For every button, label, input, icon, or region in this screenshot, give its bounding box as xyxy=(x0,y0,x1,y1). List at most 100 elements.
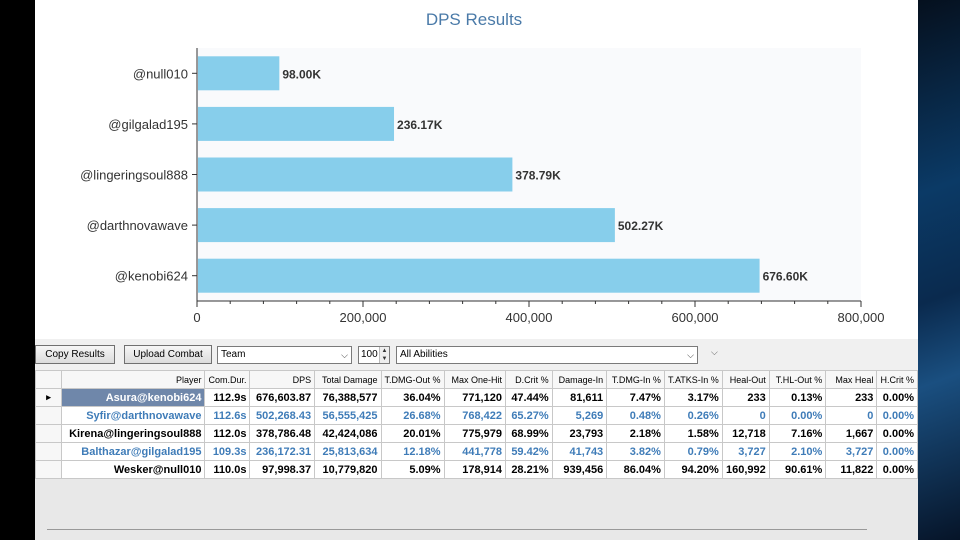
column-header[interactable]: Damage-In xyxy=(551,370,608,389)
table-cell[interactable]: 42,424,086 xyxy=(314,424,382,443)
column-header[interactable]: T.HL-Out % xyxy=(768,370,827,389)
column-header[interactable]: Max Heal xyxy=(825,370,878,389)
table-cell[interactable]: 2.10% xyxy=(768,442,827,461)
table-cell[interactable]: 0.79% xyxy=(663,442,723,461)
table-cell[interactable]: 68.99% xyxy=(504,424,553,443)
table-cell[interactable]: 7.16% xyxy=(768,424,827,443)
table-cell[interactable]: 10,779,820 xyxy=(314,460,382,479)
player-cell[interactable]: Syfir@darthnovawave xyxy=(61,406,206,425)
table-cell[interactable]: 3.17% xyxy=(663,388,723,407)
table-cell[interactable]: 0 xyxy=(825,406,878,425)
table-cell[interactable]: 23,793 xyxy=(551,424,608,443)
table-cell[interactable]: 65.27% xyxy=(504,406,553,425)
column-header[interactable]: T.ATKS-In % xyxy=(663,370,723,389)
table-cell[interactable]: 112.6s xyxy=(204,406,251,425)
table-cell[interactable]: 109.3s xyxy=(204,442,251,461)
table-cell[interactable]: 1.58% xyxy=(663,424,723,443)
table-cell[interactable]: 28.21% xyxy=(504,460,553,479)
column-header[interactable]: DPS xyxy=(249,370,316,389)
table-cell[interactable]: 0.00% xyxy=(876,406,918,425)
column-header[interactable]: D.Crit % xyxy=(504,370,553,389)
column-header[interactable]: T.DMG-In % xyxy=(606,370,665,389)
table-row[interactable]: Wesker@null010 110.0s 97,998.37 10,779,820 5… xyxy=(34,460,918,479)
table-cell[interactable]: 236,172.31 xyxy=(249,442,316,461)
table-cell[interactable]: 5.09% xyxy=(380,460,445,479)
table-cell[interactable]: 56,555,425 xyxy=(314,406,382,425)
player-cell[interactable]: Asura@kenobi624 xyxy=(61,388,206,407)
table-cell[interactable]: 768,422 xyxy=(443,406,506,425)
player-cell[interactable]: Balthazar@gilgalad195 xyxy=(61,442,206,461)
player-cell[interactable]: Wesker@null010 xyxy=(61,460,206,479)
row-header[interactable] xyxy=(34,406,63,425)
column-header[interactable]: H.Crit % xyxy=(876,370,918,389)
column-header[interactable]: Heal-Out xyxy=(721,370,770,389)
table-cell[interactable]: 12.18% xyxy=(380,442,445,461)
table-cell[interactable]: 0 xyxy=(721,406,770,425)
column-header[interactable]: Max One-Hit xyxy=(443,370,506,389)
table-cell[interactable]: 12,718 xyxy=(721,424,770,443)
table-row[interactable]: ▸ Asura@kenobi624 112.9s 676,603.87 76,388,5… xyxy=(34,388,918,407)
filter-dropdown[interactable]: Team ⌵ xyxy=(217,346,352,364)
column-header[interactable]: Total Damage xyxy=(314,370,382,389)
table-cell[interactable]: 3,727 xyxy=(721,442,770,461)
table-cell[interactable]: 47.44% xyxy=(504,388,553,407)
table-cell[interactable]: 1,667 xyxy=(825,424,878,443)
table-cell[interactable]: 0.48% xyxy=(606,406,665,425)
count-stepper[interactable]: 100 ▲ ▼ xyxy=(358,346,390,364)
table-cell[interactable]: 775,979 xyxy=(443,424,506,443)
table-cell[interactable]: 41,743 xyxy=(551,442,608,461)
table-cell[interactable]: 0.26% xyxy=(663,406,723,425)
table-cell[interactable]: 441,778 xyxy=(443,442,506,461)
table-cell[interactable]: 233 xyxy=(721,388,770,407)
table-cell[interactable]: 20.01% xyxy=(380,424,445,443)
table-cell[interactable]: 0.00% xyxy=(768,406,827,425)
table-cell[interactable]: 86.04% xyxy=(606,460,665,479)
row-header[interactable] xyxy=(34,424,63,443)
table-cell[interactable]: 0.00% xyxy=(876,424,918,443)
table-cell[interactable]: 160,992 xyxy=(721,460,770,479)
column-header[interactable]: Player xyxy=(61,370,206,389)
table-cell[interactable]: 0.00% xyxy=(876,442,918,461)
row-header[interactable] xyxy=(34,460,63,479)
table-cell[interactable]: 7.47% xyxy=(606,388,665,407)
table-row[interactable]: Kirena@lingeringsoul888 112.0s 378,786.48 4… xyxy=(34,424,918,443)
table-cell[interactable]: 81,611 xyxy=(551,388,608,407)
table-cell[interactable]: 2.18% xyxy=(606,424,665,443)
table-cell[interactable]: 59.42% xyxy=(504,442,553,461)
table-row[interactable]: Balthazar@gilgalad195 109.3s 236,172.31 25,… xyxy=(34,442,918,461)
table-cell[interactable]: 25,813,634 xyxy=(314,442,382,461)
table-cell[interactable]: 233 xyxy=(825,388,878,407)
copy-results-button[interactable]: Copy Results xyxy=(35,345,115,364)
column-header[interactable]: Com.Dur. xyxy=(204,370,251,389)
table-cell[interactable]: 94.20% xyxy=(663,460,723,479)
table-cell[interactable]: 378,786.48 xyxy=(249,424,316,443)
row-header[interactable] xyxy=(34,442,63,461)
table-cell[interactable]: 112.0s xyxy=(204,424,251,443)
table-cell[interactable]: 5,269 xyxy=(551,406,608,425)
table-cell[interactable]: 939,456 xyxy=(551,460,608,479)
table-cell[interactable]: 0.00% xyxy=(876,388,918,407)
table-cell[interactable]: 0.13% xyxy=(768,388,827,407)
table-cell[interactable]: 36.04% xyxy=(380,388,445,407)
table-cell[interactable]: 11,822 xyxy=(825,460,878,479)
table-row[interactable]: Syfir@darthnovawave 112.6s 502,268.43 56,55… xyxy=(34,406,918,425)
table-cell[interactable]: 502,268.43 xyxy=(249,406,316,425)
table-cell[interactable]: 3.82% xyxy=(606,442,665,461)
table-cell[interactable]: 3,727 xyxy=(825,442,878,461)
table-cell[interactable]: 771,120 xyxy=(443,388,506,407)
row-header[interactable]: ▸ xyxy=(34,388,63,407)
player-cell[interactable]: Kirena@lingeringsoul888 xyxy=(61,424,206,443)
table-cell[interactable]: 178,914 xyxy=(443,460,506,479)
table-cell[interactable]: 76,388,577 xyxy=(314,388,382,407)
ability-dropdown[interactable]: All Abilities ⌵ xyxy=(396,346,698,364)
column-header[interactable]: T.DMG-Out % xyxy=(380,370,445,389)
table-cell[interactable]: 90.61% xyxy=(768,460,827,479)
table-cell[interactable]: 97,998.37 xyxy=(249,460,316,479)
table-cell[interactable]: 110.0s xyxy=(204,460,251,479)
horizontal-scrollbar[interactable] xyxy=(47,529,867,530)
table-cell[interactable]: 676,603.87 xyxy=(249,388,316,407)
table-cell[interactable]: 112.9s xyxy=(204,388,251,407)
upload-combat-button[interactable]: Upload Combat xyxy=(124,345,212,364)
stepper-arrows-icon[interactable]: ▲ ▼ xyxy=(379,347,389,363)
table-cell[interactable]: 0.00% xyxy=(876,460,918,479)
